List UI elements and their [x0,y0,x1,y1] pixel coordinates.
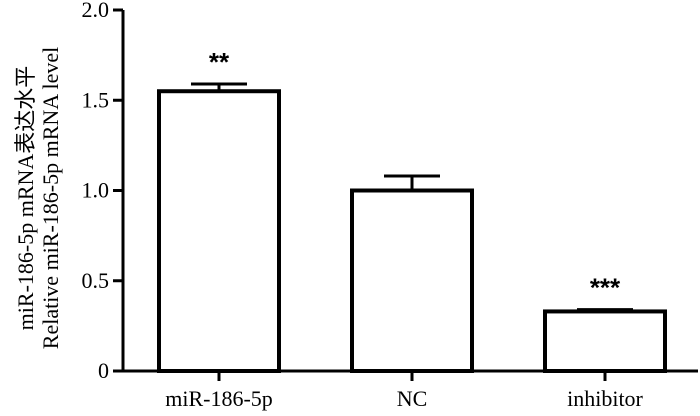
y-axis-label-line-2: Relative miR-186-5p mRNA level [38,47,63,349]
bar [543,309,667,373]
y-axis-label-group: miR-186-5p mRNA表达水平 Relative miR-186-5p … [13,47,63,349]
y-tick-label: 1.0 [82,178,110,203]
error-bars [191,82,633,312]
significance-marker: ** [209,47,230,77]
bar [157,89,281,373]
bar [350,188,474,373]
y-ticks: 0 0.5 1.0 1.5 2.0 [82,0,123,383]
significance-markers: ***** [209,47,621,303]
x-ticks: miR-186-5p NC inhibitor [165,371,644,411]
y-tick-label: 0 [98,358,109,383]
x-tick-label: NC [397,386,428,411]
y-tick-label: 1.5 [82,87,110,112]
y-tick-label: 0.5 [82,268,110,293]
significance-marker: *** [590,273,621,303]
x-tick-label: miR-186-5p [165,386,273,411]
y-axis-label-line-1: miR-186-5p mRNA表达水平 [13,66,38,331]
bars [157,89,667,373]
x-tick-label: inhibitor [567,386,643,411]
y-tick-label: 2.0 [82,0,110,22]
